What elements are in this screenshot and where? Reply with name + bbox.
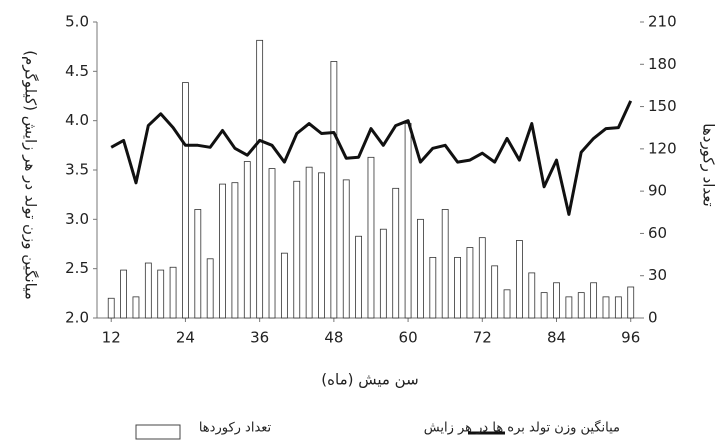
bar xyxy=(367,156,375,319)
y-tick-label: 3.5 xyxy=(65,161,89,179)
x-axis-label: سن میش (ماه) xyxy=(321,371,418,389)
bar xyxy=(565,296,573,319)
bar xyxy=(280,252,288,319)
bar xyxy=(144,262,152,319)
y2-tick-label: 180 xyxy=(648,55,677,73)
bar xyxy=(602,296,610,319)
y2-tick-label: 90 xyxy=(648,182,667,200)
x-tick-label: 60 xyxy=(399,329,418,347)
x-tick-label: 72 xyxy=(473,329,492,347)
y2-tick-label: 120 xyxy=(648,139,677,157)
y2-tick-label: 30 xyxy=(648,266,667,284)
legend-label: تعداد رکوردها xyxy=(199,421,272,436)
bar xyxy=(132,296,140,319)
bar xyxy=(330,61,338,319)
bar xyxy=(590,282,598,319)
bar xyxy=(614,296,622,319)
x-tick-label: 96 xyxy=(621,329,640,347)
bar xyxy=(256,39,264,319)
y2-tick-label: 60 xyxy=(648,224,667,242)
x-tick-label: 84 xyxy=(547,329,566,347)
x-tick-label: 24 xyxy=(176,329,195,347)
bar xyxy=(219,183,226,319)
y-tick-label: 3.0 xyxy=(65,210,89,228)
bar xyxy=(553,282,560,319)
bar xyxy=(540,292,548,319)
bar xyxy=(194,209,202,319)
bar xyxy=(503,289,511,319)
y-tick-label: 4.0 xyxy=(65,111,89,129)
bar xyxy=(318,172,325,319)
bar xyxy=(577,292,585,319)
bar xyxy=(466,247,474,319)
bar xyxy=(243,161,251,319)
bar xyxy=(157,269,165,319)
y2-tick-label: 0 xyxy=(648,309,658,327)
bar xyxy=(231,182,239,319)
line xyxy=(110,100,633,216)
bar xyxy=(404,123,412,319)
bar xyxy=(268,168,276,319)
bar xyxy=(355,235,363,319)
bar xyxy=(293,180,301,319)
bar xyxy=(342,179,350,319)
x-tick-label: 12 xyxy=(102,329,121,347)
y-tick-label: 2.5 xyxy=(65,259,89,277)
bar xyxy=(392,187,400,319)
bar xyxy=(454,256,461,319)
bar xyxy=(169,266,177,319)
y-tick-label: 4.5 xyxy=(65,62,89,80)
bar xyxy=(429,256,437,319)
bar xyxy=(417,218,424,319)
bar xyxy=(491,265,499,319)
y2-tick-label: 150 xyxy=(648,97,677,115)
bar xyxy=(305,166,313,319)
bar xyxy=(478,237,486,319)
y-tick-label: 2.0 xyxy=(65,309,89,327)
bar xyxy=(120,269,127,319)
bar xyxy=(206,258,214,319)
bar xyxy=(379,228,387,319)
bar xyxy=(107,297,115,319)
bar xyxy=(441,209,449,319)
legend-label: میانگین وزن تولد بره ها در هر زایش xyxy=(424,420,620,436)
bar xyxy=(528,272,536,319)
x-tick-label: 36 xyxy=(250,329,269,347)
x-tick-label: 48 xyxy=(324,329,343,347)
bar xyxy=(182,82,189,319)
y-axis-label: میانگین وزن تولد در هر زایش (کیلوگرم) xyxy=(22,50,40,300)
bar xyxy=(516,240,523,319)
legend-bar-swatch xyxy=(135,424,181,440)
y2-axis-label: تعداد رکوردها xyxy=(700,123,718,206)
bar xyxy=(627,286,635,319)
y-tick-label: 5.0 xyxy=(65,13,89,31)
y2-tick-label: 210 xyxy=(648,13,677,31)
